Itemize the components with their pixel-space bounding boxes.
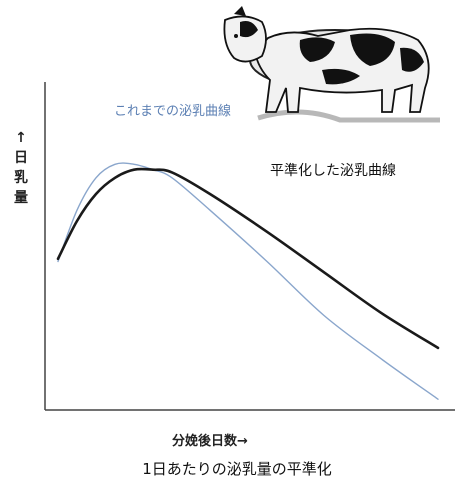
series-label-old-curve: これまでの泌乳曲線 bbox=[114, 104, 232, 119]
y-axis-label-char: 日 bbox=[14, 150, 28, 166]
y-axis-label-char: 乳 bbox=[14, 170, 28, 186]
x-axis-label: 分娩後日数→ bbox=[172, 434, 248, 449]
series-label-leveled-curve: 平準化した泌乳曲線 bbox=[270, 163, 396, 179]
y-axis-label-char: 量 bbox=[14, 190, 28, 206]
series-line-leveled-curve bbox=[56, 167, 440, 350]
figure-caption: 1日あたりの泌乳量の平準化 bbox=[142, 460, 332, 478]
y-axis-label-char: ↑ bbox=[15, 130, 27, 146]
cow-illustration-icon bbox=[223, 6, 440, 123]
y-axis-label: ↑ 日 乳 量 bbox=[10, 128, 32, 208]
series-line-old-curve bbox=[57, 162, 439, 400]
